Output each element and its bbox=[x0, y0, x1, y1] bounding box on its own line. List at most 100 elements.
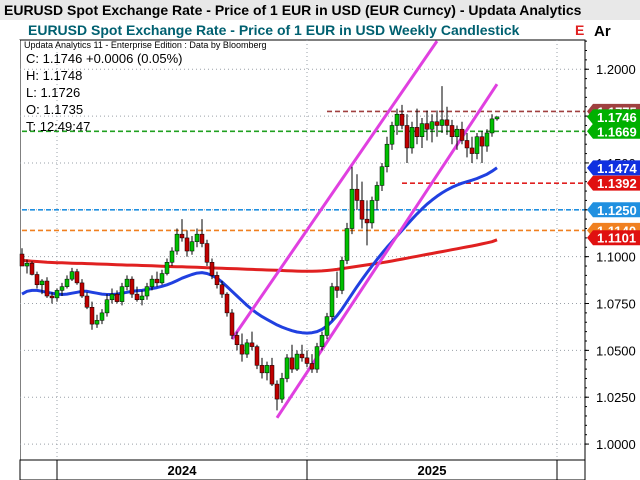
chart-title: EURUSD Spot Exchange Rate - Price of 1 E… bbox=[28, 22, 520, 38]
candle-down bbox=[179, 233, 185, 239]
candle-up bbox=[119, 286, 125, 302]
candle-down bbox=[459, 128, 465, 141]
candle-down bbox=[34, 274, 40, 286]
candle-down bbox=[29, 262, 35, 275]
candle-down bbox=[334, 286, 340, 291]
candle-down bbox=[234, 335, 240, 345]
time-axis-layer: 2024 2025 bbox=[56, 460, 558, 480]
candle-up bbox=[319, 335, 325, 347]
x-tick-label: 2025 bbox=[418, 463, 447, 478]
candle-down bbox=[309, 363, 315, 370]
candle-up bbox=[264, 365, 270, 374]
candle-down bbox=[199, 233, 205, 244]
candle-up bbox=[174, 233, 180, 252]
plot-area[interactable] bbox=[19, 39, 586, 461]
ma-fast-line bbox=[21, 166, 498, 335]
candle-up bbox=[494, 116, 500, 120]
time-axis-panel[interactable] bbox=[19, 459, 586, 480]
candle-down bbox=[464, 140, 470, 149]
candle-down bbox=[134, 293, 140, 301]
price-tag: 1.1101 bbox=[587, 230, 640, 246]
candle-down bbox=[354, 188, 360, 201]
candle-up bbox=[24, 262, 30, 267]
candle-up bbox=[69, 271, 75, 280]
readout-low: L: 1.1726 bbox=[26, 85, 80, 100]
y-tick-label: 1.2000 bbox=[596, 62, 636, 77]
window-title: EURUSD Spot Exchange Rate - Price of 1 E… bbox=[4, 2, 582, 18]
y-tick-label: 1.0500 bbox=[596, 343, 636, 358]
candle-up bbox=[189, 241, 195, 252]
candle-down bbox=[204, 243, 210, 263]
price-tag-box bbox=[587, 123, 640, 139]
right-tab-label[interactable]: Ar bbox=[594, 23, 611, 40]
candle-up bbox=[384, 143, 390, 167]
moving-averages-layer bbox=[21, 166, 498, 335]
candle-down bbox=[299, 353, 305, 359]
price-tag: 1.1250 bbox=[587, 202, 640, 218]
x-tick-label: 2024 bbox=[168, 463, 198, 478]
candle-down bbox=[84, 295, 90, 308]
price-tag-text: 1.1474 bbox=[597, 161, 638, 176]
price-tag-text: 1.1250 bbox=[597, 203, 637, 218]
candle-up bbox=[139, 295, 145, 301]
candle-up bbox=[109, 293, 115, 301]
price-tag: 1.1392 bbox=[587, 175, 640, 191]
candle-up bbox=[54, 290, 60, 299]
price-tag-box bbox=[587, 109, 640, 125]
candle-up bbox=[374, 185, 380, 201]
candle-up bbox=[164, 262, 170, 274]
candle-up bbox=[314, 346, 320, 370]
ma-slow-line bbox=[21, 238, 498, 273]
candle-up bbox=[39, 280, 45, 286]
candle-up bbox=[99, 312, 105, 321]
candle-up bbox=[324, 316, 330, 336]
candle-down bbox=[114, 293, 120, 302]
y-tick-label: 1.0250 bbox=[596, 390, 636, 405]
candle-down bbox=[184, 237, 190, 252]
candle-up bbox=[329, 286, 335, 317]
candle-down bbox=[249, 342, 255, 347]
candle-down bbox=[49, 295, 55, 299]
candle-up bbox=[474, 136, 480, 154]
readout-open: O: 1.1735 bbox=[26, 102, 83, 117]
candle-down bbox=[449, 125, 455, 137]
price-tag: 1.1474 bbox=[587, 160, 640, 176]
candle-down bbox=[469, 147, 475, 154]
candle-up bbox=[159, 273, 165, 284]
candle-down bbox=[74, 271, 80, 284]
source-line: Updata Analytics 11 - Enterprise Edition… bbox=[24, 40, 266, 50]
candle-up bbox=[379, 166, 385, 186]
price-tags-layer: 1.17751.17461.16691.14741.13921.12501.11… bbox=[587, 103, 640, 246]
candle-up bbox=[429, 121, 435, 130]
horizontal-levels-layer bbox=[22, 110, 585, 232]
window-titlebar[interactable] bbox=[0, 0, 640, 20]
candle-up bbox=[454, 128, 460, 137]
candle-up bbox=[94, 320, 100, 325]
candle-down bbox=[44, 280, 50, 297]
candle-down bbox=[444, 119, 450, 126]
candle-down bbox=[224, 293, 230, 314]
candle-up bbox=[409, 127, 415, 149]
candle-up bbox=[279, 378, 285, 400]
price-tag-text: 1.1392 bbox=[597, 176, 637, 191]
candle-up bbox=[389, 125, 395, 145]
candle-up bbox=[489, 118, 495, 134]
candles-layer bbox=[19, 86, 500, 411]
candle-down bbox=[19, 253, 25, 267]
candle-down bbox=[304, 357, 310, 364]
y-tick-label: 1.0000 bbox=[596, 437, 636, 452]
candle-up bbox=[284, 357, 290, 379]
candle-up bbox=[484, 132, 490, 147]
y-tick-label: 1.0750 bbox=[596, 297, 636, 312]
candle-down bbox=[239, 344, 245, 355]
candle-down bbox=[404, 125, 410, 149]
candle-down bbox=[259, 365, 265, 374]
price-tag-text: 1.1101 bbox=[597, 231, 636, 246]
candle-up bbox=[344, 228, 350, 261]
candle-down bbox=[479, 136, 485, 147]
readout-close: C: 1.1746 +0.0006 (0.05%) bbox=[26, 51, 182, 66]
price-tag-text: 1.1669 bbox=[597, 124, 637, 139]
candle-down bbox=[209, 262, 215, 276]
